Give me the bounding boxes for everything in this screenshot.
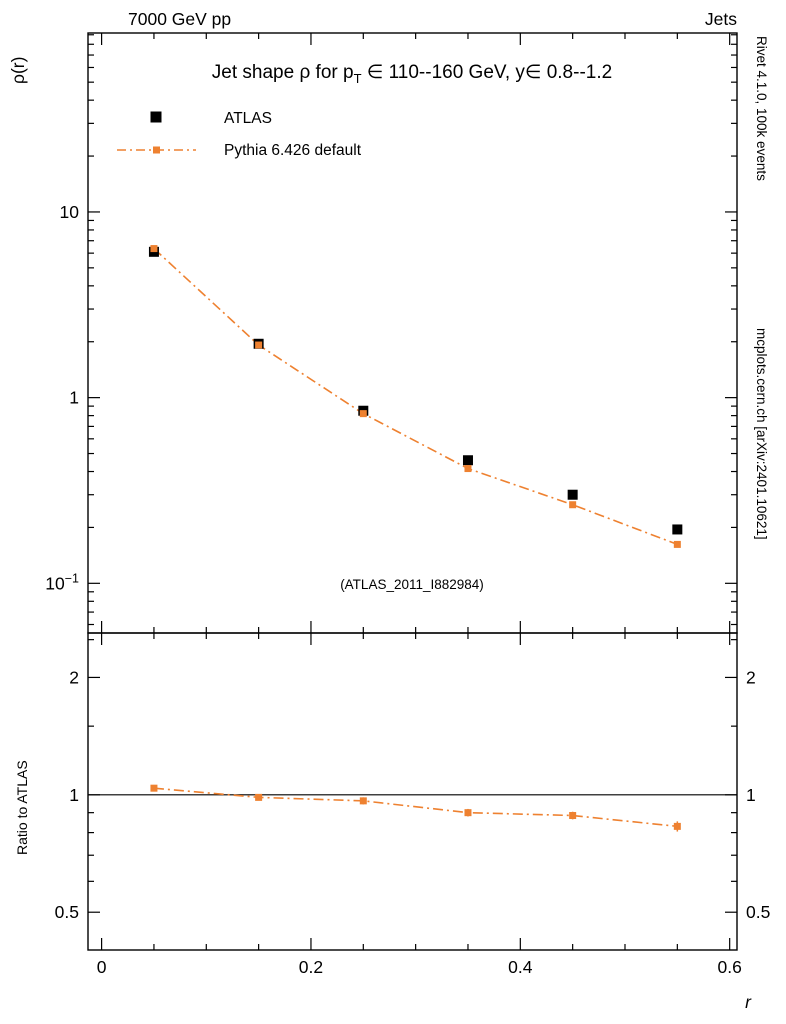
legend-marker-pythia (153, 146, 160, 154)
pythia-data-point (464, 465, 472, 473)
legend-marker-atlas (150, 111, 162, 123)
ratio-tick-label-left: 2 (69, 667, 79, 687)
mcplots-credit-label: mcplots.cern.ch [arXiv:2401.10621] (754, 328, 769, 540)
ratio-data-point (673, 822, 681, 830)
ratio-data-point (255, 793, 263, 801)
main-panel-frame (87, 32, 738, 634)
y-tick-label: 10 (60, 202, 80, 222)
atlas-data-point (567, 489, 578, 500)
atlas-data-point (462, 455, 473, 466)
header-right-label: Jets (705, 9, 737, 29)
pythia-data-point (569, 501, 577, 509)
y-axis-label: ρ(r) (8, 57, 28, 84)
ratio-axis-label: Ratio to ATLAS (14, 760, 30, 855)
pythia-data-point (255, 341, 263, 349)
x-axis-label: r (745, 992, 752, 1012)
legend-label-pythia: Pythia 6.426 default (224, 142, 362, 159)
legend-label-atlas: ATLAS (224, 110, 272, 127)
pythia-data-point (150, 245, 158, 253)
ratio-data-point (150, 784, 158, 792)
ratio-tick-label-right: 1 (746, 785, 756, 805)
ratio-tick-label-right: 2 (746, 667, 756, 687)
ratio-data-point (569, 812, 577, 820)
y-tick-label: 10−1 (45, 571, 79, 593)
plot-title-main: Jet shape ρ for p (212, 62, 354, 83)
plot-title: Jet shape ρ for pT ∈ 110--160 GeV, y∈ 0.… (212, 62, 612, 86)
x-tick-label: 0 (97, 957, 107, 977)
ratio-panel-frame (87, 632, 738, 951)
ratio-tick-label-right: 0.5 (746, 902, 770, 922)
atlas-data-point (672, 524, 683, 535)
ratio-data-point (464, 809, 472, 817)
ratio-tick-label-left: 1 (69, 785, 79, 805)
rivet-version-label: Rivet 4.1.0, 100k events (754, 36, 769, 181)
x-tick-label: 0.4 (508, 957, 533, 977)
ratio-data-point (359, 797, 367, 805)
pythia-data-point (673, 540, 681, 548)
y-tick-label: 1 (69, 388, 79, 408)
plot-title-subscript: T (354, 71, 362, 86)
x-tick-label: 0.6 (718, 957, 742, 977)
header-left-label: 7000 GeV pp (128, 9, 231, 29)
watermark: (ATLAS_2011_I882984) (340, 577, 484, 592)
chart-layer: 0 0.2 0.4 0.6 10 1 10−1 2 2 1 1 0.5 0.5 (45, 32, 770, 977)
x-tick-label: 0.2 (299, 957, 323, 977)
plot-title-rest: ∈ 110--160 GeV, y∈ 0.8--1.2 (362, 62, 613, 83)
pythia-data-point (359, 410, 367, 418)
ratio-tick-label-left: 0.5 (55, 902, 79, 922)
ratio-line (153, 787, 678, 828)
pythia-line (153, 247, 678, 546)
